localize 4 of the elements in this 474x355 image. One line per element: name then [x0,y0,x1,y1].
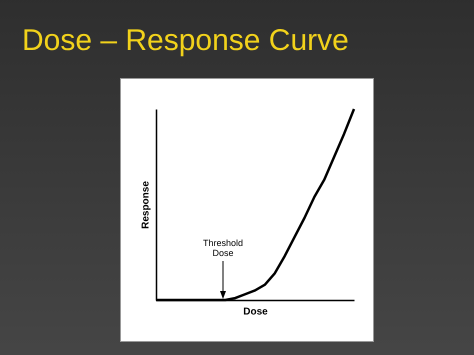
annotation: Threshold Dose [202,238,244,258]
y-axis-title: Response [140,180,152,229]
x-axis-title: Dose [243,306,268,318]
chart-title: Dose – Response Curve [22,24,349,58]
